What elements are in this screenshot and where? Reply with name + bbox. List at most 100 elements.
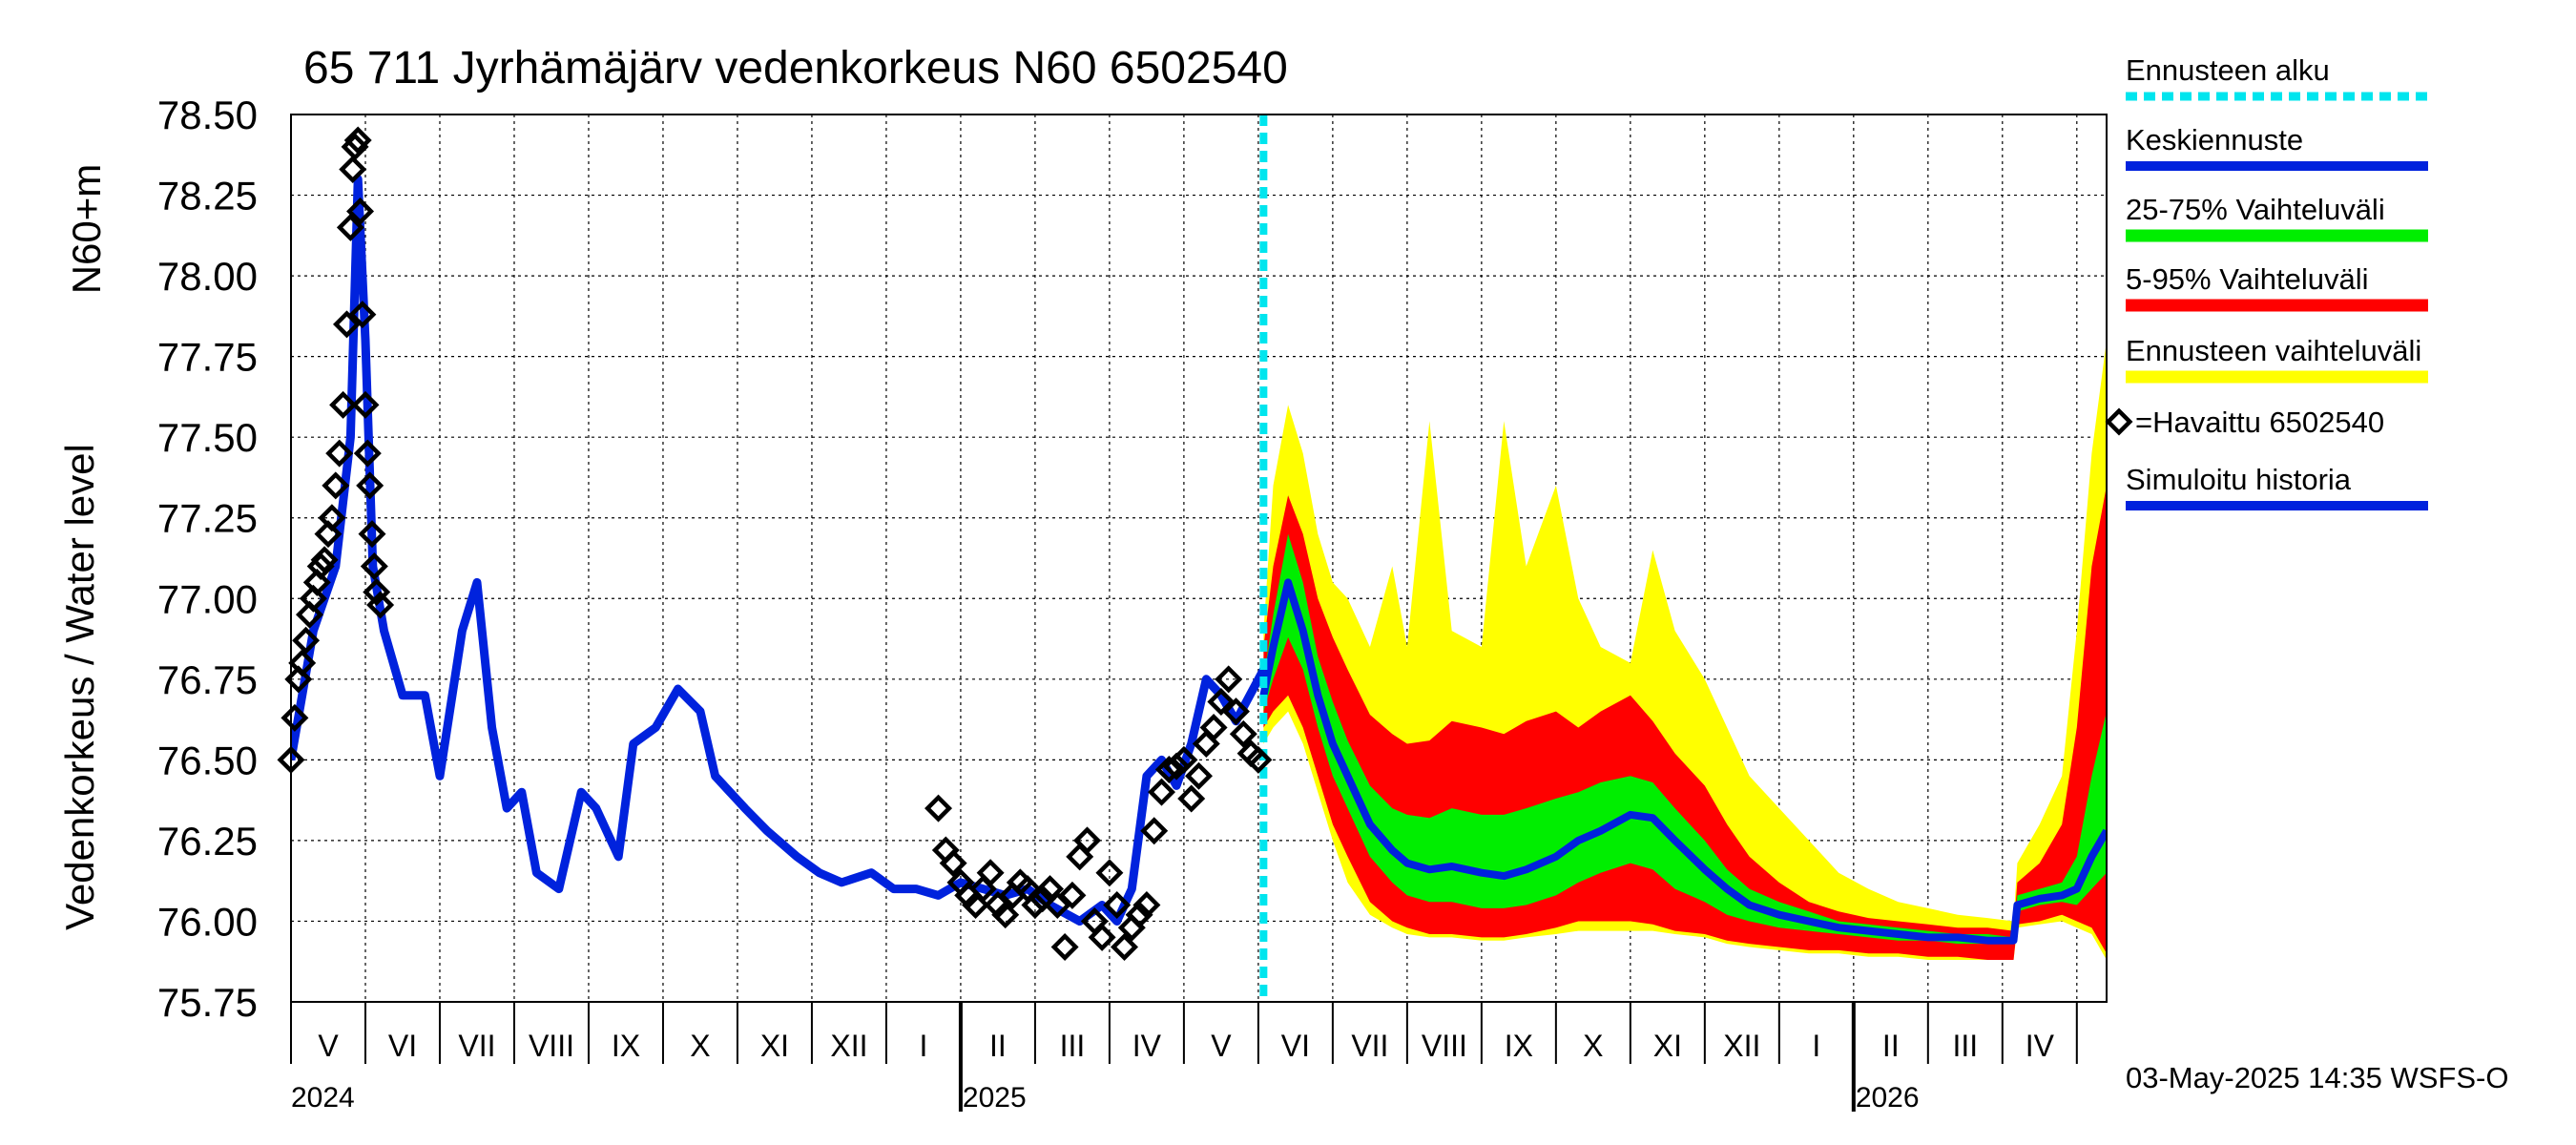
observed-point: [351, 390, 380, 419]
legend-forecast-start-label: Ennusteen alku: [2126, 53, 2330, 87]
month-label: VIII: [529, 1029, 574, 1063]
legend-band-25-75-label: 25-75% Vaihteluväli: [2126, 193, 2385, 226]
observed-point: [976, 859, 1005, 887]
month-label: III: [1952, 1029, 1978, 1063]
month-label: VI: [1281, 1029, 1310, 1063]
month-label: XII: [1723, 1029, 1760, 1063]
observed-point: [1199, 714, 1228, 742]
observed-point: [1095, 859, 1124, 887]
observed-point: [332, 310, 361, 339]
observed-point: [1140, 817, 1169, 845]
observed-point: [310, 546, 339, 574]
observed-point: [346, 197, 375, 225]
year-label: 2026: [1856, 1082, 1920, 1114]
observed-point: [1170, 745, 1198, 774]
x-axis: V VI VII VIII IX X XI XII I II III IV V VI VII VIII IX X X…: [290, 1002, 2078, 1114]
y-axis-title: Vedenkorkeus / Water level: [57, 444, 102, 930]
observed-point: [336, 213, 364, 241]
observed-point: [1229, 719, 1257, 748]
month-label: X: [1583, 1029, 1603, 1063]
month-label: II: [989, 1029, 1007, 1063]
observed-point: [318, 504, 346, 532]
observed-point: [360, 552, 388, 580]
observed-point: [1215, 665, 1243, 694]
observed-point: [366, 591, 395, 619]
month-label: X: [690, 1029, 710, 1063]
observed-point: [1185, 761, 1213, 790]
legend-observed-marker: [2105, 407, 2133, 436]
observed-point: [1244, 745, 1273, 774]
observed-point: [329, 390, 358, 419]
observed-point: [939, 849, 967, 878]
observed-markers: [277, 126, 1273, 962]
chart-title: 65 711 Jyrhämäjärv vedenkorkeus N60 6502…: [303, 43, 1288, 94]
month-label: IX: [612, 1029, 640, 1063]
y-axis-unit-label: N60+m: [64, 164, 109, 295]
legend-observed-label: =Havaittu 6502540: [2135, 406, 2384, 439]
month-label: II: [1882, 1029, 1900, 1063]
observed-point: [339, 155, 367, 183]
observed-point: [1222, 697, 1250, 726]
month-label: VI: [388, 1029, 417, 1063]
month-label: V: [318, 1029, 339, 1063]
year-label: 2024: [291, 1082, 355, 1114]
observed-point: [1073, 826, 1102, 855]
y-tick-label: 77.25: [157, 496, 258, 541]
observed-point: [1111, 933, 1139, 962]
observed-point: [358, 520, 386, 549]
observed-point: [1177, 784, 1206, 813]
observed-point: [1050, 933, 1079, 962]
observed-point: [325, 439, 354, 468]
series-lines: [291, 114, 2107, 1002]
simulated-history-line: [291, 175, 1268, 926]
observed-point: [1021, 891, 1049, 920]
legend-median-label: Keskiennuste: [2126, 123, 2303, 156]
legend-band-full-label: Ennusteen vaihteluväli: [2126, 334, 2421, 367]
observed-point: [1236, 739, 1265, 768]
observed-point: [1148, 778, 1175, 806]
observed-point: [1132, 891, 1161, 920]
legend: Ennusteen alku Keskiennuste 25-75% Vaiht…: [2105, 53, 2428, 510]
median-forecast-line: [1259, 578, 2107, 945]
year-label: 2025: [963, 1082, 1027, 1114]
timestamp: 03-May-2025 14:35 WSFS-O: [2126, 1061, 2508, 1094]
observed-point: [1006, 868, 1034, 897]
y-tick-label: 75.75: [157, 980, 258, 1025]
month-label: IX: [1505, 1029, 1533, 1063]
observed-point: [353, 439, 382, 468]
observed-point: [356, 471, 384, 500]
observed-point: [1162, 752, 1191, 781]
observed-point: [348, 301, 377, 329]
y-tick-label: 77.50: [157, 415, 258, 460]
observed-point: [1125, 901, 1153, 929]
y-axis: 78.50 78.25 78.00 77.75 77.50 77.25 77.00 76.75…: [157, 93, 258, 1025]
month-label: I: [919, 1029, 927, 1063]
observed-point: [277, 745, 305, 774]
y-tick-label: 78.25: [157, 174, 258, 219]
y-tick-label: 77.00: [157, 576, 258, 621]
forecast-bands: [1263, 340, 2107, 960]
month-label: IV: [1132, 1029, 1162, 1063]
observed-point: [991, 901, 1020, 929]
y-tick-label: 76.25: [157, 819, 258, 864]
month-label: V: [1211, 1029, 1232, 1063]
y-tick-label: 77.75: [157, 335, 258, 380]
band-25-75: [1263, 533, 2107, 945]
y-tick-label: 76.00: [157, 899, 258, 944]
month-label: IV: [2025, 1029, 2055, 1063]
y-tick-label: 76.75: [157, 657, 258, 702]
month-label: VIII: [1422, 1029, 1467, 1063]
month-label: III: [1060, 1029, 1086, 1063]
observed-point: [280, 703, 309, 732]
observed-point: [1088, 923, 1116, 951]
legend-simulated-label: Simuloitu historia: [2126, 463, 2352, 496]
y-tick-label: 78.00: [157, 254, 258, 299]
month-label: XI: [760, 1029, 789, 1063]
y-tick-label: 78.50: [157, 93, 258, 137]
month-label: I: [1812, 1029, 1820, 1063]
observed-point: [1058, 881, 1087, 909]
legend-band-5-95-label: 5-95% Vaihteluväli: [2126, 262, 2368, 296]
month-label: XII: [830, 1029, 867, 1063]
observed-point: [1103, 891, 1132, 920]
